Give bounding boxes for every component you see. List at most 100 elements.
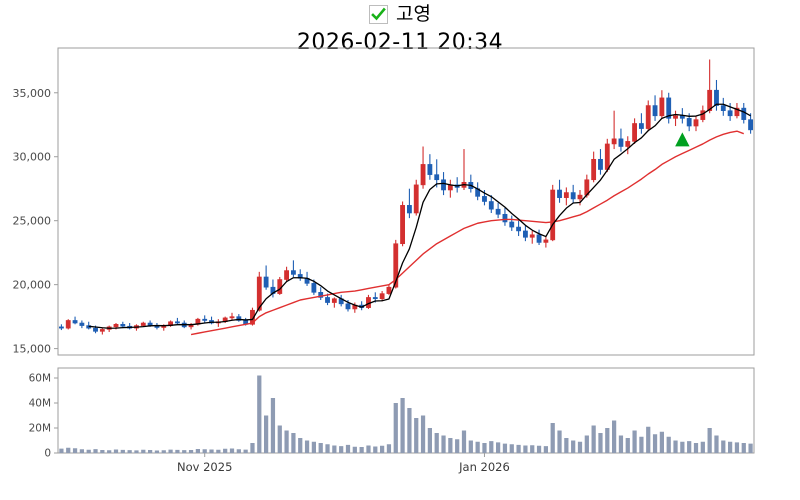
volume-bar <box>270 398 276 453</box>
volume-bar <box>530 445 535 453</box>
volume-bar <box>693 443 699 453</box>
candle-body <box>679 115 685 119</box>
volume-bar <box>448 438 453 453</box>
volume-bar <box>407 408 412 453</box>
volume-bar <box>721 440 726 453</box>
volume-bar <box>202 449 207 453</box>
volume-bar <box>564 438 569 453</box>
candle-body <box>345 303 351 310</box>
volume-bar <box>489 441 494 454</box>
volume-bar <box>612 420 617 453</box>
candle-body <box>256 276 262 311</box>
candle-body <box>638 123 644 129</box>
volume-bar <box>659 431 664 453</box>
candle-body <box>290 270 296 275</box>
volume-bar <box>516 444 521 454</box>
price-tick-label: 20,000 <box>13 279 52 292</box>
volume-bar <box>393 403 398 453</box>
green-check-icon[interactable] <box>369 4 389 24</box>
candle-body <box>331 298 337 303</box>
volume-bar <box>339 446 344 454</box>
candle-body <box>632 123 637 142</box>
volume-bar <box>652 434 658 453</box>
volume-bar <box>311 441 316 453</box>
volume-bar <box>59 448 64 454</box>
candle-body <box>666 97 672 119</box>
volume-bar <box>714 435 719 453</box>
volume-bar <box>332 445 337 453</box>
page-title: 고영 <box>396 2 431 25</box>
volume-bar <box>250 443 255 453</box>
volume-bar <box>188 450 194 453</box>
candle-body <box>509 221 515 228</box>
price-tick-label: 25,000 <box>13 215 52 228</box>
volume-bar <box>434 433 439 453</box>
candle-body <box>734 107 740 117</box>
x-tick-label: Nov 2025 <box>177 460 232 474</box>
volume-bar <box>543 446 548 454</box>
volume-bar <box>598 433 603 453</box>
candle-body <box>543 239 549 243</box>
candle-body <box>284 270 290 280</box>
candle-body <box>420 164 426 186</box>
price-panel-border <box>57 47 755 356</box>
candle-body <box>686 118 692 127</box>
volume-panel-border <box>57 367 755 454</box>
volume-bar <box>618 435 624 453</box>
candle-body <box>522 230 528 238</box>
volume-bar <box>345 444 351 454</box>
candle-body <box>400 205 406 245</box>
candle-body <box>577 194 583 200</box>
volume-bar <box>687 441 692 454</box>
volume-bar <box>550 423 555 453</box>
candle-body <box>598 158 603 170</box>
volume-bar <box>666 436 671 453</box>
ma-long-line <box>190 130 745 336</box>
candle-body <box>202 318 208 321</box>
price-tick-label: 30,000 <box>13 151 52 164</box>
candle-body <box>372 297 378 300</box>
candle-body <box>652 105 658 117</box>
volume-bar <box>646 426 651 453</box>
candle-body <box>720 105 726 111</box>
volume-bar <box>107 450 112 453</box>
volume-bar <box>79 449 84 453</box>
volume-bar <box>359 447 364 453</box>
volume-bar <box>318 443 323 453</box>
volume-bar <box>414 418 419 453</box>
volume-bar <box>386 444 392 453</box>
volume-bar <box>154 450 160 453</box>
candle-body <box>263 276 269 288</box>
candle-body <box>250 309 255 325</box>
volume-bar <box>523 445 528 453</box>
candle-body <box>550 189 556 241</box>
candle-body <box>488 201 494 210</box>
candle-body <box>618 138 624 147</box>
candle-body <box>693 119 699 127</box>
candle-body <box>58 326 64 329</box>
volume-bar <box>257 375 262 453</box>
volume-tick-label: 0 <box>44 448 51 460</box>
volume-bar <box>632 430 637 453</box>
buy-marker-icon <box>675 132 690 147</box>
volume-bar <box>380 445 385 453</box>
volume-bar <box>728 441 733 453</box>
volume-bar <box>113 449 119 453</box>
candle-body <box>707 89 713 111</box>
price-tick-label: 35,000 <box>13 87 52 100</box>
candle-body <box>175 321 180 324</box>
volume-bar <box>229 448 235 453</box>
volume-bar <box>461 430 467 453</box>
volume-bar <box>93 449 98 454</box>
volume-bar <box>86 449 91 453</box>
candle-body <box>318 292 324 298</box>
volume-bar <box>277 425 282 453</box>
candle-body <box>673 115 678 119</box>
volume-bar <box>536 445 542 453</box>
chart-header: 고영 2026-02-11 20:34 <box>0 0 800 55</box>
candle-body <box>659 97 665 117</box>
candle-body <box>236 316 242 321</box>
volume-bar <box>475 441 480 453</box>
candle-body <box>65 320 71 329</box>
